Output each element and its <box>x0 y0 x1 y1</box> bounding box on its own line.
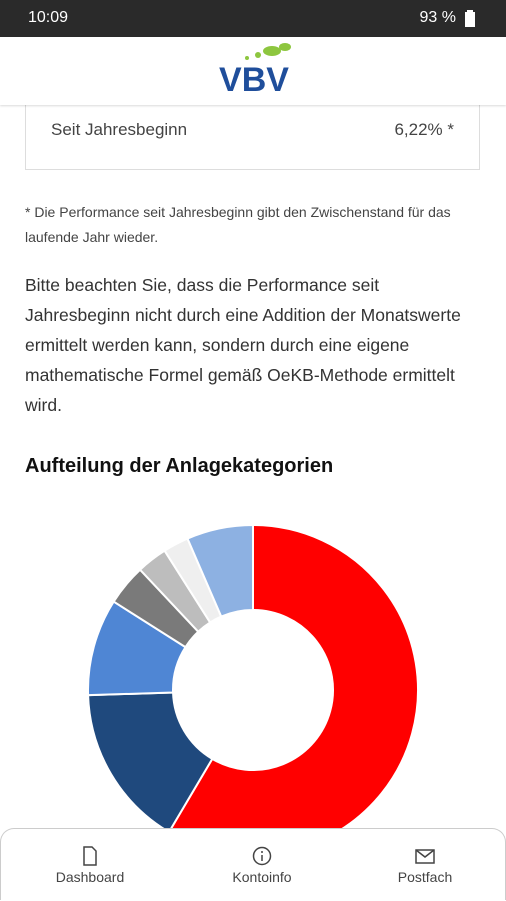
app-header: VBV <box>0 37 506 105</box>
performance-card: Seit Jahresbeginn 6,22% * <box>25 90 480 170</box>
nav-label: Dashboard <box>55 869 125 885</box>
icon <box>415 849 435 864</box>
icon <box>252 846 272 866</box>
time: 10:09 <box>28 9 69 26</box>
bottom-nav: Dashboard Kontoinfo Postfach <box>0 828 506 900</box>
donut-slice <box>87 691 214 830</box>
donut-chart <box>87 523 419 830</box>
icon <box>83 846 97 866</box>
nav-kontoinfo[interactable]: Kontoinfo <box>178 829 346 901</box>
section-title: Aufteilung der Anlagekategorien <box>25 455 334 477</box>
battery: 93 % <box>419 9 456 26</box>
card-value: 6,22% * <box>394 120 454 139</box>
status-bar: 10:09 93 % <box>0 0 506 37</box>
donut-slice <box>169 523 419 830</box>
nav-postfach[interactable]: Postfach <box>341 829 506 901</box>
card-label: Seit Jahresbeginn <box>51 120 188 139</box>
footnote: * Die Performance seit Jahresbeginn gibt… <box>25 204 451 245</box>
nav-dashboard[interactable]: Dashboard <box>6 829 174 901</box>
logo-text: VBV <box>219 61 289 99</box>
logo[interactable]: VBV <box>0 37 506 105</box>
donut-slice <box>186 523 254 618</box>
nav-label: Postfach <box>397 869 453 885</box>
paragraph: Bitte beachten Sie, dass die Performance… <box>25 275 461 415</box>
battery-icon <box>465 10 475 27</box>
nav-label: Kontoinfo <box>232 869 292 885</box>
